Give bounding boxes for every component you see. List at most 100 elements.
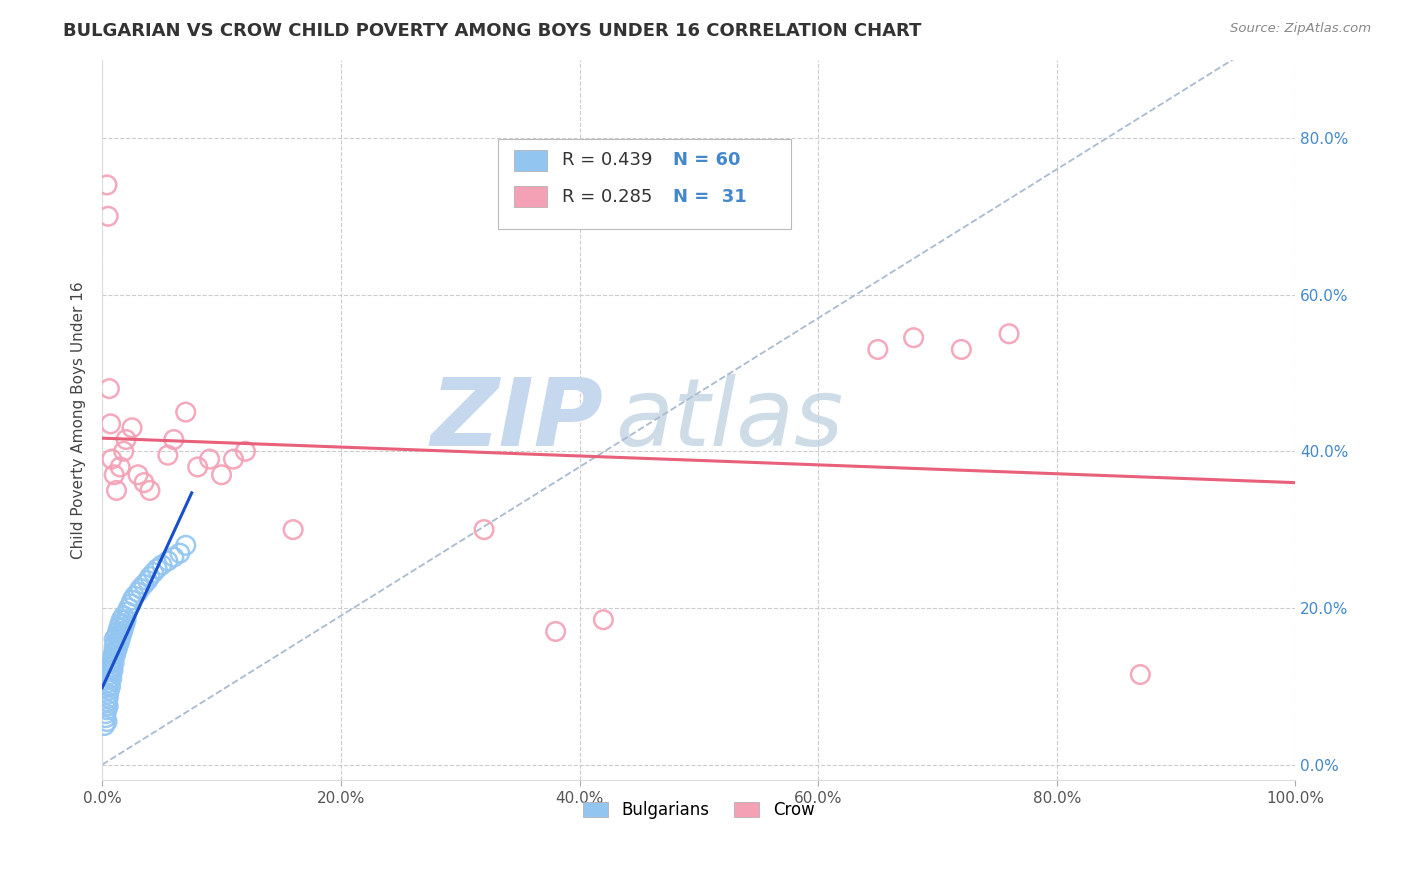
Point xyxy=(105,628,128,642)
Point xyxy=(998,326,1021,341)
Point xyxy=(121,593,143,607)
Point xyxy=(121,421,143,435)
Point xyxy=(866,343,889,357)
Point xyxy=(146,562,169,576)
Point xyxy=(100,659,122,673)
Point xyxy=(100,667,122,681)
Point xyxy=(150,558,173,572)
Point xyxy=(112,444,135,458)
Point xyxy=(950,343,973,357)
Point xyxy=(94,706,117,721)
Point xyxy=(169,546,191,560)
Point xyxy=(103,644,125,658)
Point xyxy=(127,585,149,599)
Point xyxy=(112,621,135,635)
Point xyxy=(124,589,146,603)
Point xyxy=(281,523,304,537)
Text: R = 0.439: R = 0.439 xyxy=(561,152,652,169)
Text: ZIP: ZIP xyxy=(430,374,603,466)
Point xyxy=(101,664,124,678)
Point xyxy=(100,656,122,670)
Point xyxy=(139,569,162,583)
Point xyxy=(100,452,122,467)
Point xyxy=(1129,667,1152,681)
Point xyxy=(100,672,122,686)
Point xyxy=(117,601,139,615)
Point xyxy=(222,452,245,467)
Point xyxy=(105,483,128,498)
FancyBboxPatch shape xyxy=(513,186,547,207)
Point xyxy=(101,648,124,662)
Point xyxy=(115,613,138,627)
Point xyxy=(97,687,120,701)
Point xyxy=(211,467,233,482)
Point xyxy=(94,711,117,725)
Point xyxy=(103,656,125,670)
Point xyxy=(163,549,186,564)
Point xyxy=(104,636,127,650)
Point xyxy=(129,582,152,596)
Point xyxy=(96,695,118,709)
Point xyxy=(98,382,121,396)
Point xyxy=(100,417,122,431)
Point xyxy=(96,178,118,192)
Point xyxy=(96,703,118,717)
Point xyxy=(107,624,129,639)
Point xyxy=(108,459,131,474)
Point xyxy=(142,566,165,580)
Point xyxy=(174,405,197,419)
Point xyxy=(97,698,120,713)
Point xyxy=(108,621,131,635)
Point xyxy=(903,331,925,345)
Point xyxy=(108,632,131,647)
Point xyxy=(100,664,122,678)
Point xyxy=(101,652,124,666)
Point xyxy=(97,679,120,693)
Point xyxy=(472,523,495,537)
Legend: Bulgarians, Crow: Bulgarians, Crow xyxy=(576,795,821,826)
Point xyxy=(97,691,120,706)
Point xyxy=(105,644,128,658)
Point xyxy=(97,209,120,223)
Point xyxy=(108,616,131,631)
Point xyxy=(187,459,209,474)
Point xyxy=(163,433,186,447)
Point xyxy=(103,640,125,654)
Point xyxy=(100,679,122,693)
Point xyxy=(98,675,121,690)
Point xyxy=(96,714,118,729)
Point xyxy=(112,608,135,623)
Point xyxy=(110,613,132,627)
Point xyxy=(132,475,155,490)
Point xyxy=(103,632,125,647)
Point xyxy=(592,613,614,627)
Point xyxy=(235,444,257,458)
Point xyxy=(115,433,138,447)
Point xyxy=(111,624,134,639)
Point xyxy=(544,624,567,639)
Point xyxy=(139,483,162,498)
Point xyxy=(108,636,131,650)
Point xyxy=(132,577,155,591)
Point xyxy=(156,554,179,568)
Point xyxy=(110,628,132,642)
Point xyxy=(174,538,197,552)
Text: Source: ZipAtlas.com: Source: ZipAtlas.com xyxy=(1230,22,1371,36)
Point xyxy=(198,452,221,467)
Point xyxy=(104,648,127,662)
Point xyxy=(114,616,136,631)
Point xyxy=(98,683,121,698)
Point xyxy=(136,574,159,588)
Point xyxy=(107,640,129,654)
Point xyxy=(127,467,149,482)
Point xyxy=(120,597,142,611)
Text: atlas: atlas xyxy=(616,375,844,466)
Text: N = 60: N = 60 xyxy=(672,152,740,169)
Text: R = 0.285: R = 0.285 xyxy=(561,187,652,205)
Text: N =  31: N = 31 xyxy=(672,187,747,205)
FancyBboxPatch shape xyxy=(513,150,547,171)
Point xyxy=(98,672,121,686)
Text: BULGARIAN VS CROW CHILD POVERTY AMONG BOYS UNDER 16 CORRELATION CHART: BULGARIAN VS CROW CHILD POVERTY AMONG BO… xyxy=(63,22,922,40)
Point xyxy=(103,467,125,482)
FancyBboxPatch shape xyxy=(498,139,790,229)
